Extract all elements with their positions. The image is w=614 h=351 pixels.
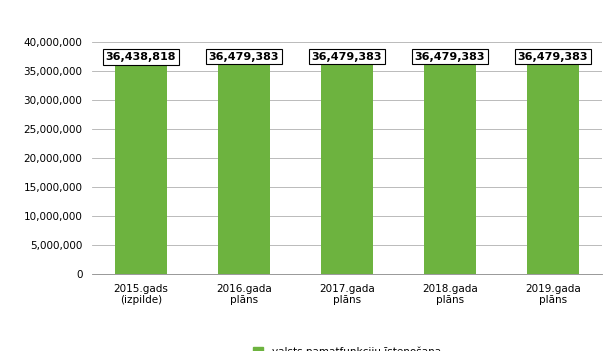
Bar <box>321 62 373 274</box>
Text: 36,479,383: 36,479,383 <box>209 52 279 62</box>
Legend: valsts pamatfunkciju īstenošana: valsts pamatfunkciju īstenošana <box>253 346 441 351</box>
Text: 36,479,383: 36,479,383 <box>414 52 485 62</box>
Bar <box>424 62 476 274</box>
Text: 36,438,818: 36,438,818 <box>106 52 176 62</box>
Bar <box>218 62 270 274</box>
Bar <box>115 63 167 274</box>
Bar <box>527 62 578 274</box>
Text: 36,479,383: 36,479,383 <box>518 52 588 62</box>
Text: 36,479,383: 36,479,383 <box>312 52 382 62</box>
